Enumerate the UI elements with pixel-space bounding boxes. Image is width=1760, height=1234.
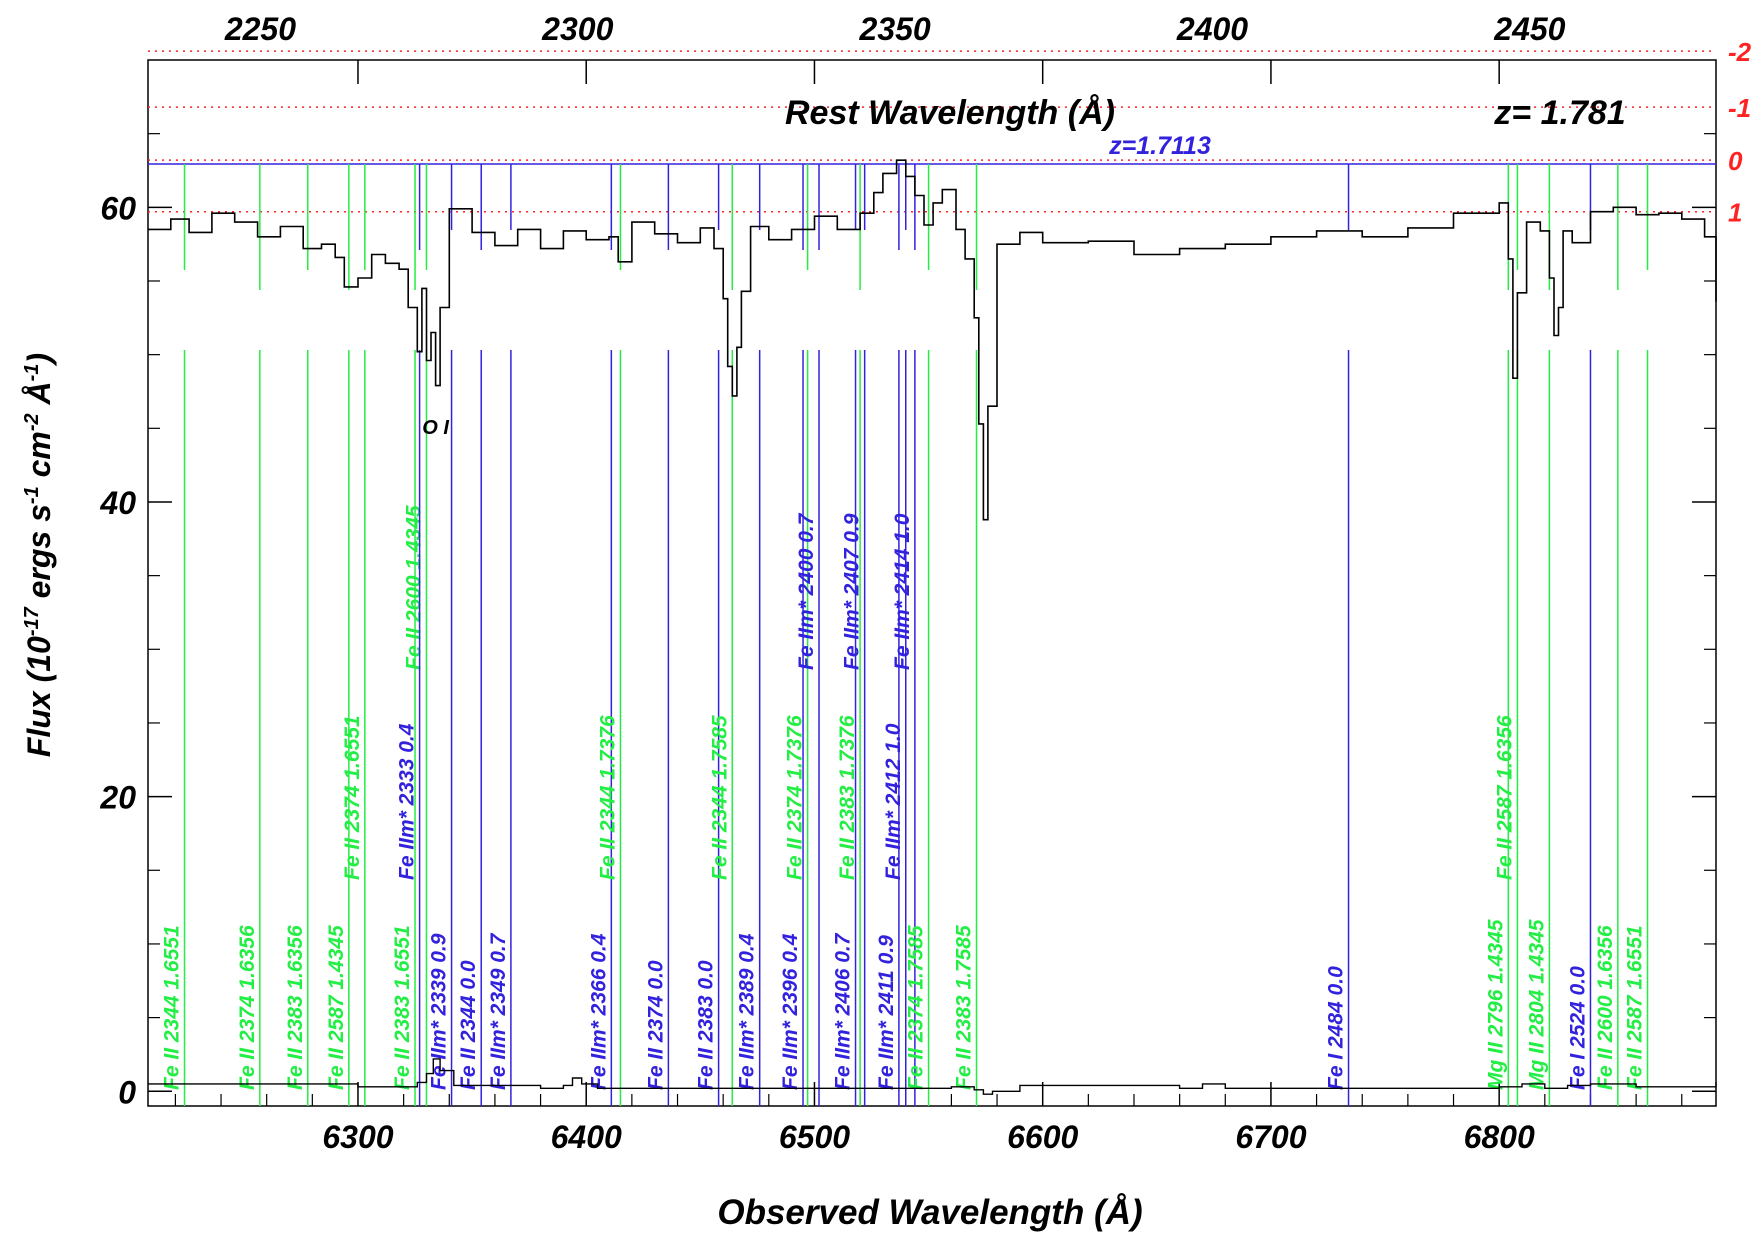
axis-ticks (148, 60, 1716, 1106)
line-label: Fe IIm* 2414 1.0 (891, 513, 914, 670)
line-label: Fe II 2374 1.7376 (784, 715, 807, 880)
line-label: Fe IIm* 2333 0.4 (396, 723, 419, 880)
line-label: Fe IIm* 2412 1.0 (882, 723, 905, 880)
line-label: Fe IIm* 2366 0.4 (587, 933, 610, 1090)
line-label: Fe II 2374 1.6356 (236, 925, 259, 1090)
y-axis-label: Flux (10-17 ergs s-1 cm-2 Å-1) (21, 353, 57, 757)
line-label: Fe II 2344 1.7376 (596, 715, 619, 880)
x-tick-label: 6600 (1007, 1119, 1078, 1155)
x-tick-label: 6300 (322, 1119, 393, 1155)
line-label: Fe II 2383 0.0 (695, 960, 718, 1090)
line-label: Mg II 2804 1.4345 (1525, 919, 1548, 1090)
line-label: Fe I 2524 0.0 (1566, 966, 1589, 1090)
line-label: Fe II 2383 1.6551 (391, 925, 414, 1090)
plot-frame (147, 59, 1717, 1107)
line-label: Fe IIm* 2407 0.9 (841, 513, 864, 670)
top-tick-label: 2300 (541, 11, 613, 47)
line-label: Fe II 2383 1.6356 (284, 925, 307, 1090)
line-label: Fe II 2383 1.7376 (836, 715, 859, 880)
reference-label: 1 (1728, 198, 1742, 228)
line-label: Fe II 2344 1.6551 (161, 925, 184, 1090)
reference-levels: -2 -1 0 1 (148, 37, 1752, 228)
x-tick-label: 6400 (551, 1119, 622, 1155)
top-tick-label: 2450 (1493, 11, 1565, 47)
line-label: Fe IIm* 2411 0.9 (875, 935, 898, 1090)
line-label: Fe II 2374 1.7585 (905, 925, 928, 1090)
y-tick-label: 20 (99, 780, 136, 816)
y-tick-label: 0 (118, 1074, 136, 1110)
y-tick-label: 60 (100, 190, 136, 226)
line-label: Fe IIm* 2389 0.4 (736, 933, 759, 1090)
line-label: Fe II 2374 1.6551 (341, 715, 364, 880)
x-tick-label: 6700 (1235, 1119, 1306, 1155)
line-label: Fe IIm* 2349 0.7 (487, 932, 510, 1090)
annotation-text: O I (422, 417, 449, 439)
line-label: Fe II 2587 1.4345 (325, 925, 348, 1090)
line-label: Fe I 2484 0.0 (1325, 966, 1348, 1090)
flux-spectrum-line (148, 159, 1717, 521)
line-label: Mg II 2796 1.4345 (1484, 919, 1507, 1090)
line-label: Fe II 2587 1.6356 (1493, 715, 1516, 880)
reference-label: -1 (1728, 93, 1751, 123)
tick-labels: 6300 6400 6500 6600 6700 6800 0 20 40 60 2250 2300 2… (99, 11, 1565, 1155)
x-tick-label: 6500 (779, 1119, 850, 1155)
line-label: Fe II 2600 1.4345 (402, 505, 425, 670)
line-label: Fe IIm* 2339 0.9 (428, 933, 451, 1090)
line-label: Fe IIm* 2400 0.7 (795, 512, 818, 670)
annotations: O I (422, 417, 449, 439)
spectrum-series (148, 159, 1717, 1095)
top-tick-label: 2250 (224, 11, 296, 47)
redshift-label: z= 1.781 (1493, 94, 1625, 132)
top-tick-label: 2350 (859, 11, 931, 47)
line-label: Fe II 2600 1.6356 (1594, 925, 1617, 1090)
reference-label: -2 (1728, 37, 1752, 67)
line-label: Fe II 2344 0.0 (457, 960, 480, 1090)
reference-label: 0 (1728, 146, 1743, 176)
x-axis-label: Observed Wavelength (Å) (717, 1193, 1142, 1232)
line-label: Fe IIm* 2406 0.7 (832, 932, 855, 1090)
line-label: Fe IIm* 2396 0.4 (779, 933, 802, 1090)
top-axis-label: Rest Wavelength (Å) (785, 94, 1115, 132)
y-tick-label: 40 (99, 485, 136, 521)
error-spectrum-line (148, 1058, 1717, 1095)
top-tick-label: 2400 (1176, 11, 1248, 47)
line-id-markers: Fe II 2344 1.6551 Fe II 2374 1.6356 Fe II … (161, 164, 1649, 1106)
absorber-redshift-label: z=1.7113 (1108, 132, 1211, 160)
line-label: Fe II 2344 1.7585 (708, 715, 731, 880)
line-label: Fe II 2383 1.7585 (953, 925, 976, 1090)
line-label: Fe II 2587 1.6551 (1624, 925, 1647, 1090)
line-label: Fe II 2374 0.0 (644, 960, 667, 1090)
x-tick-label: 6800 (1464, 1119, 1535, 1155)
